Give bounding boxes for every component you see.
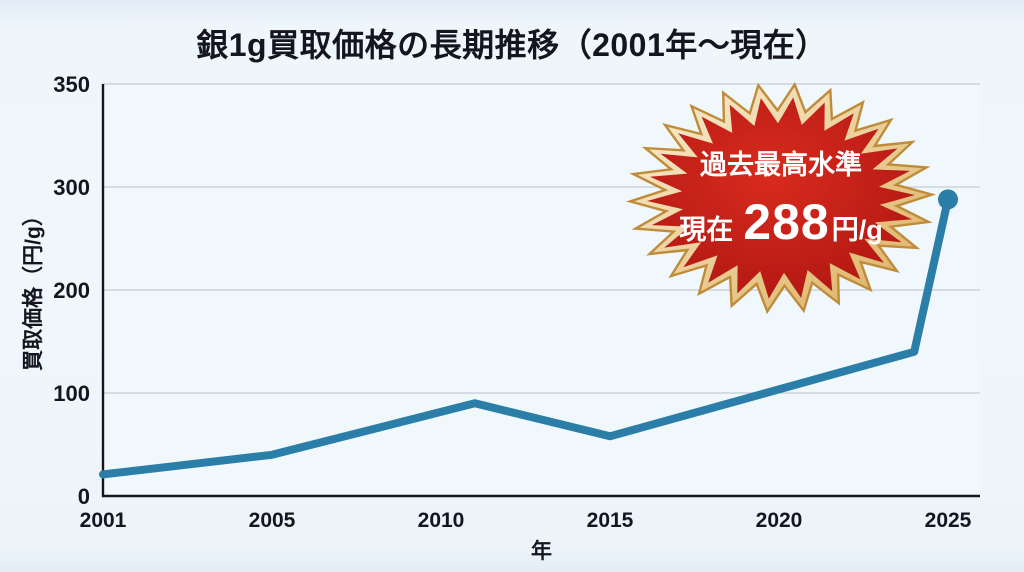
badge-price-unit: 円/g bbox=[832, 215, 883, 245]
badge-inner-starburst bbox=[647, 97, 915, 299]
x-tick-label: 2020 bbox=[756, 509, 803, 532]
y-tick-label: 300 bbox=[53, 175, 90, 200]
price-line bbox=[99, 195, 952, 479]
y-tick-label: 200 bbox=[53, 278, 90, 303]
price-series bbox=[99, 189, 958, 479]
y-tick-label: 0 bbox=[78, 484, 90, 509]
x-tick-label: 2015 bbox=[587, 509, 634, 532]
badge-current-price: 現在 288円/g bbox=[679, 194, 882, 250]
chart-title: 銀1g買取価格の長期推移（2001年〜現在） bbox=[196, 27, 828, 63]
badge-headline: 過去最高水準 bbox=[700, 149, 862, 180]
x-tick-label: 2001 bbox=[80, 509, 127, 532]
axis-tick-labels: 0 100 200 300 350 2001 2005 2010 2015 2020 2025 bbox=[53, 72, 971, 532]
x-tick-label: 2005 bbox=[249, 509, 296, 532]
latest-point-marker bbox=[938, 189, 958, 210]
x-axis-title: 年 bbox=[531, 540, 552, 563]
badge-price-value: 288 bbox=[743, 194, 829, 250]
y-tick-label: 350 bbox=[53, 72, 90, 97]
record-high-badge-text: 過去最高水準 現在 288円/g bbox=[679, 149, 882, 250]
y-axis-title: 買取価格（円/g） bbox=[22, 205, 45, 371]
y-tick-label: 100 bbox=[53, 381, 90, 406]
axes bbox=[101, 84, 980, 498]
x-tick-label: 2010 bbox=[418, 509, 465, 532]
badge-price-prefix: 現在 bbox=[679, 215, 733, 245]
x-tick-label: 2025 bbox=[925, 509, 972, 532]
record-high-badge bbox=[625, 81, 937, 315]
